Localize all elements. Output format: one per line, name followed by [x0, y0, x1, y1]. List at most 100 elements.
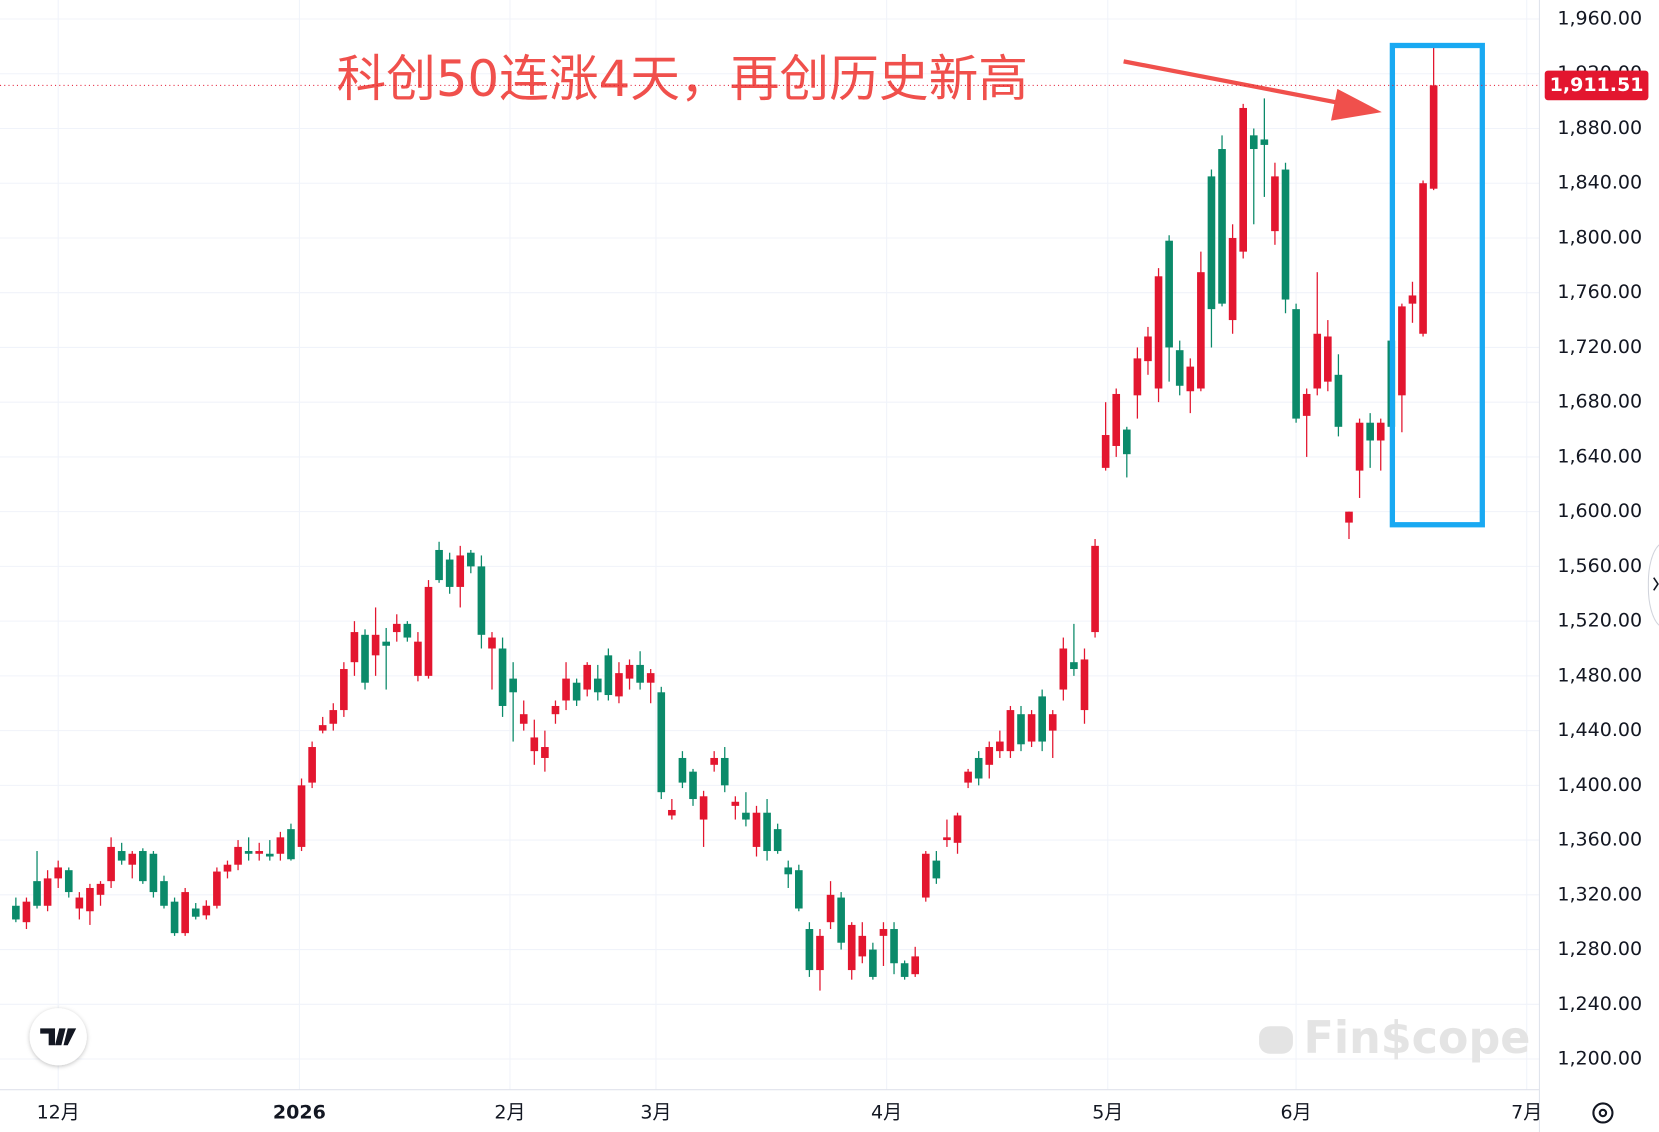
candle-body — [117, 851, 126, 861]
tv-logo[interactable] — [29, 1008, 87, 1066]
y-tick-label: 1,840.00 — [1557, 172, 1642, 194]
candle-body — [1345, 511, 1353, 523]
x-tick-label: 2月 — [494, 1101, 525, 1123]
x-tick-label: 2026 — [273, 1101, 326, 1123]
candle-body — [1080, 659, 1089, 711]
candle-body — [784, 867, 793, 875]
candle-body — [953, 815, 962, 843]
candle-body — [128, 853, 137, 865]
candle-body — [75, 897, 84, 909]
candle-body — [1239, 107, 1248, 252]
y-tick-label: 1,360.00 — [1557, 829, 1642, 851]
scroll-tab[interactable] — [1647, 544, 1659, 626]
candle-body — [509, 678, 517, 693]
candle-body — [773, 829, 782, 852]
candle-body — [1355, 422, 1364, 471]
candle-body — [932, 860, 941, 879]
candle-body — [763, 812, 771, 852]
candle-body — [742, 812, 750, 820]
candle-body — [287, 829, 295, 860]
candle-body — [1017, 714, 1025, 745]
candle-body — [636, 664, 644, 683]
candle-body — [1260, 139, 1269, 145]
candle-body — [308, 747, 316, 783]
candle-body — [498, 648, 507, 706]
candle-body — [318, 725, 327, 731]
x-tick-label: 12月 — [37, 1101, 80, 1123]
candle-body — [720, 757, 729, 786]
candle-body — [593, 678, 602, 693]
candle-body — [403, 623, 412, 638]
last-price-label: 1,911.51 — [1550, 74, 1644, 96]
candle-body — [329, 710, 338, 724]
y-tick-label: 1,280.00 — [1557, 938, 1642, 960]
candle-body — [170, 901, 179, 934]
y-tick-label: 1,800.00 — [1557, 226, 1642, 248]
candle-body — [731, 801, 740, 806]
settings-icon[interactable] — [1592, 1102, 1614, 1124]
y-tick-label: 1,600.00 — [1557, 500, 1642, 522]
candle-body — [456, 555, 465, 587]
y-tick-label: 1,240.00 — [1557, 993, 1642, 1015]
candle-body — [1366, 422, 1374, 441]
candle-body — [710, 757, 718, 765]
candle-body — [139, 851, 147, 882]
candle-body — [382, 641, 390, 646]
candle-body — [191, 908, 200, 917]
candle-body — [1408, 295, 1417, 304]
candle-body — [646, 673, 655, 683]
candle-body — [33, 881, 41, 906]
candle-body — [837, 897, 845, 943]
candle-body — [974, 757, 983, 779]
candle-body — [64, 870, 73, 893]
y-tick-label: 1,200.00 — [1557, 1048, 1642, 1070]
candle-body — [530, 737, 539, 752]
y-tick-label: 1,760.00 — [1557, 281, 1642, 303]
candle-body — [414, 641, 422, 676]
candle-body — [1048, 714, 1057, 731]
annotation-arrow — [1123, 59, 1382, 121]
candle-body — [1207, 176, 1216, 310]
candle-body — [488, 637, 496, 649]
candle-body — [541, 747, 549, 758]
candle-body — [562, 678, 570, 701]
candle-body — [689, 771, 697, 800]
y-tick-label: 1,720.00 — [1557, 336, 1642, 358]
candle-body — [625, 664, 634, 679]
candle-body — [1101, 435, 1110, 468]
candle-body — [361, 634, 369, 683]
candle-body — [551, 705, 560, 715]
y-tick-label: 1,680.00 — [1557, 391, 1642, 413]
y-tick-label: 1,440.00 — [1557, 719, 1642, 741]
y-tick-label: 1,560.00 — [1557, 555, 1642, 577]
candle-body — [1197, 272, 1205, 389]
candle-body — [1249, 135, 1258, 150]
candle-body — [1070, 662, 1078, 670]
candle-body — [879, 929, 888, 936]
watermark-text: Fin$cope — [1304, 1013, 1531, 1064]
candle-body — [795, 870, 803, 909]
y-tick-label: 1,880.00 — [1557, 117, 1642, 139]
candle-body — [350, 632, 359, 663]
x-tick-label: 4月 — [871, 1101, 902, 1123]
candle-body — [86, 887, 94, 912]
candle-body — [1334, 374, 1343, 427]
candle-body — [1059, 648, 1068, 690]
candle-body — [234, 846, 242, 865]
candle-body — [921, 853, 930, 898]
candle-body — [1144, 336, 1152, 362]
x-tick-label: 5月 — [1092, 1101, 1123, 1123]
candle-body — [858, 935, 867, 957]
candle-body — [244, 851, 253, 854]
candle-body — [1175, 350, 1184, 386]
candle-body — [467, 552, 475, 567]
candle-body — [1228, 237, 1237, 321]
y-tick-label: 1,640.00 — [1557, 445, 1642, 467]
candle-body — [160, 881, 168, 906]
candle-body — [1376, 422, 1385, 441]
candle-body — [1133, 358, 1142, 396]
candle-body — [1398, 306, 1406, 396]
candle-body — [900, 963, 909, 977]
